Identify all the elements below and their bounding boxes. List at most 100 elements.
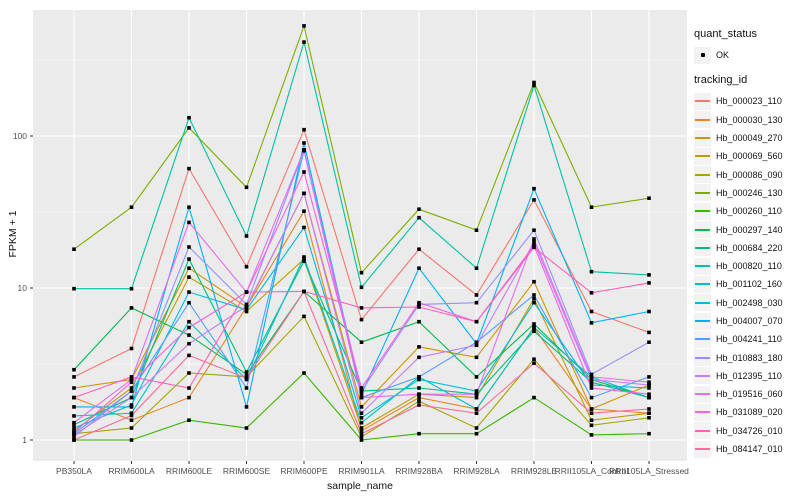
data-point[interactable] <box>589 423 594 428</box>
data-point[interactable] <box>359 285 364 290</box>
data-point[interactable] <box>72 438 76 442</box>
data-point[interactable] <box>359 426 364 430</box>
data-point[interactable] <box>302 225 306 230</box>
data-point[interactable] <box>417 386 421 390</box>
data-point[interactable] <box>302 257 306 261</box>
data-point[interactable] <box>589 309 594 314</box>
data-point[interactable] <box>359 420 364 425</box>
data-point[interactable] <box>129 389 134 393</box>
data-point[interactable] <box>359 405 364 409</box>
data-point[interactable] <box>359 306 364 310</box>
data-point[interactable] <box>244 307 249 312</box>
data-point[interactable] <box>532 198 536 202</box>
data-point[interactable] <box>187 166 191 171</box>
data-point[interactable] <box>474 392 479 396</box>
data-point[interactable] <box>532 186 536 191</box>
data-point[interactable] <box>647 386 651 390</box>
data-point[interactable] <box>302 148 306 152</box>
data-point[interactable] <box>302 314 306 319</box>
data-point[interactable] <box>72 247 76 251</box>
data-point[interactable] <box>474 266 479 270</box>
data-point[interactable] <box>647 392 651 396</box>
data-point[interactable] <box>589 205 594 209</box>
legend-item-tracking-id[interactable]: Hb_012395_110 <box>694 367 798 385</box>
legend-item-tracking-id[interactable]: Hb_000069_560 <box>694 147 798 165</box>
data-point[interactable] <box>302 255 306 259</box>
data-point[interactable] <box>474 228 479 232</box>
legend-item-tracking-id[interactable]: Hb_004241_110 <box>694 330 798 348</box>
data-point[interactable] <box>647 309 651 314</box>
data-point[interactable] <box>187 371 191 375</box>
data-point[interactable] <box>647 380 651 384</box>
data-point[interactable] <box>589 380 594 384</box>
data-point[interactable] <box>417 377 421 382</box>
data-point[interactable] <box>244 372 249 377</box>
data-point[interactable] <box>72 286 76 291</box>
data-point[interactable] <box>589 372 594 377</box>
data-point[interactable] <box>187 126 191 130</box>
data-point[interactable] <box>129 286 134 291</box>
data-point[interactable] <box>187 115 191 120</box>
data-point[interactable] <box>647 383 651 387</box>
data-point[interactable] <box>302 191 306 196</box>
data-point[interactable] <box>532 361 536 365</box>
data-point[interactable] <box>532 357 536 361</box>
data-point[interactable] <box>187 353 191 358</box>
data-point[interactable] <box>647 411 651 415</box>
legend-item-tracking-id[interactable]: Hb_000684_220 <box>694 239 798 257</box>
data-point[interactable] <box>129 380 134 384</box>
data-point[interactable] <box>187 418 191 422</box>
data-point[interactable] <box>244 290 249 294</box>
data-point[interactable] <box>647 416 651 420</box>
data-point[interactable] <box>417 355 421 360</box>
legend-item-quant-status[interactable]: OK <box>694 46 798 64</box>
data-point[interactable] <box>129 405 134 409</box>
data-point[interactable] <box>589 433 594 437</box>
data-point[interactable] <box>302 371 306 375</box>
legend-item-tracking-id[interactable]: Hb_000260_110 <box>694 202 798 220</box>
data-point[interactable] <box>532 240 536 244</box>
data-point[interactable] <box>72 422 76 427</box>
data-point[interactable] <box>589 377 594 382</box>
data-point[interactable] <box>532 279 536 284</box>
data-point[interactable] <box>532 228 536 232</box>
data-point[interactable] <box>72 426 76 430</box>
data-point[interactable] <box>72 367 76 372</box>
data-point[interactable] <box>417 247 421 251</box>
data-point[interactable] <box>129 438 134 442</box>
data-point[interactable] <box>187 275 191 279</box>
data-point[interactable] <box>589 395 594 400</box>
data-point[interactable] <box>474 389 479 393</box>
data-point[interactable] <box>532 329 536 333</box>
data-point[interactable] <box>532 237 536 241</box>
legend-item-tracking-id[interactable]: Hb_000246_130 <box>694 184 798 202</box>
data-point[interactable] <box>532 245 536 250</box>
data-point[interactable] <box>359 431 364 436</box>
data-point[interactable] <box>129 411 134 415</box>
data-point[interactable] <box>244 386 249 390</box>
data-point[interactable] <box>647 273 651 277</box>
data-point[interactable] <box>417 319 421 324</box>
data-point[interactable] <box>474 343 479 348</box>
data-point[interactable] <box>589 383 594 387</box>
data-point[interactable] <box>647 340 651 344</box>
legend-item-tracking-id[interactable]: Hb_084147_010 <box>694 440 798 458</box>
data-point[interactable] <box>359 270 364 275</box>
data-point[interactable] <box>129 418 134 422</box>
data-point[interactable] <box>474 375 479 379</box>
data-point[interactable] <box>72 414 76 418</box>
data-point[interactable] <box>129 375 134 379</box>
legend-item-tracking-id[interactable]: Hb_019516_060 <box>694 385 798 403</box>
data-point[interactable] <box>187 319 191 324</box>
legend-item-tracking-id[interactable]: Hb_000030_130 <box>694 111 798 129</box>
legend-item-tracking-id[interactable]: Hb_000086_090 <box>694 165 798 184</box>
data-point[interactable] <box>417 403 421 407</box>
data-point[interactable] <box>187 341 191 346</box>
data-point[interactable] <box>589 386 594 390</box>
data-point[interactable] <box>647 375 651 379</box>
data-point[interactable] <box>474 319 479 324</box>
legend-item-tracking-id[interactable]: Hb_002498_030 <box>694 294 798 312</box>
data-point[interactable] <box>187 245 191 249</box>
legend-item-tracking-id[interactable]: Hb_000023_110 <box>694 92 798 110</box>
data-point[interactable] <box>589 411 594 415</box>
